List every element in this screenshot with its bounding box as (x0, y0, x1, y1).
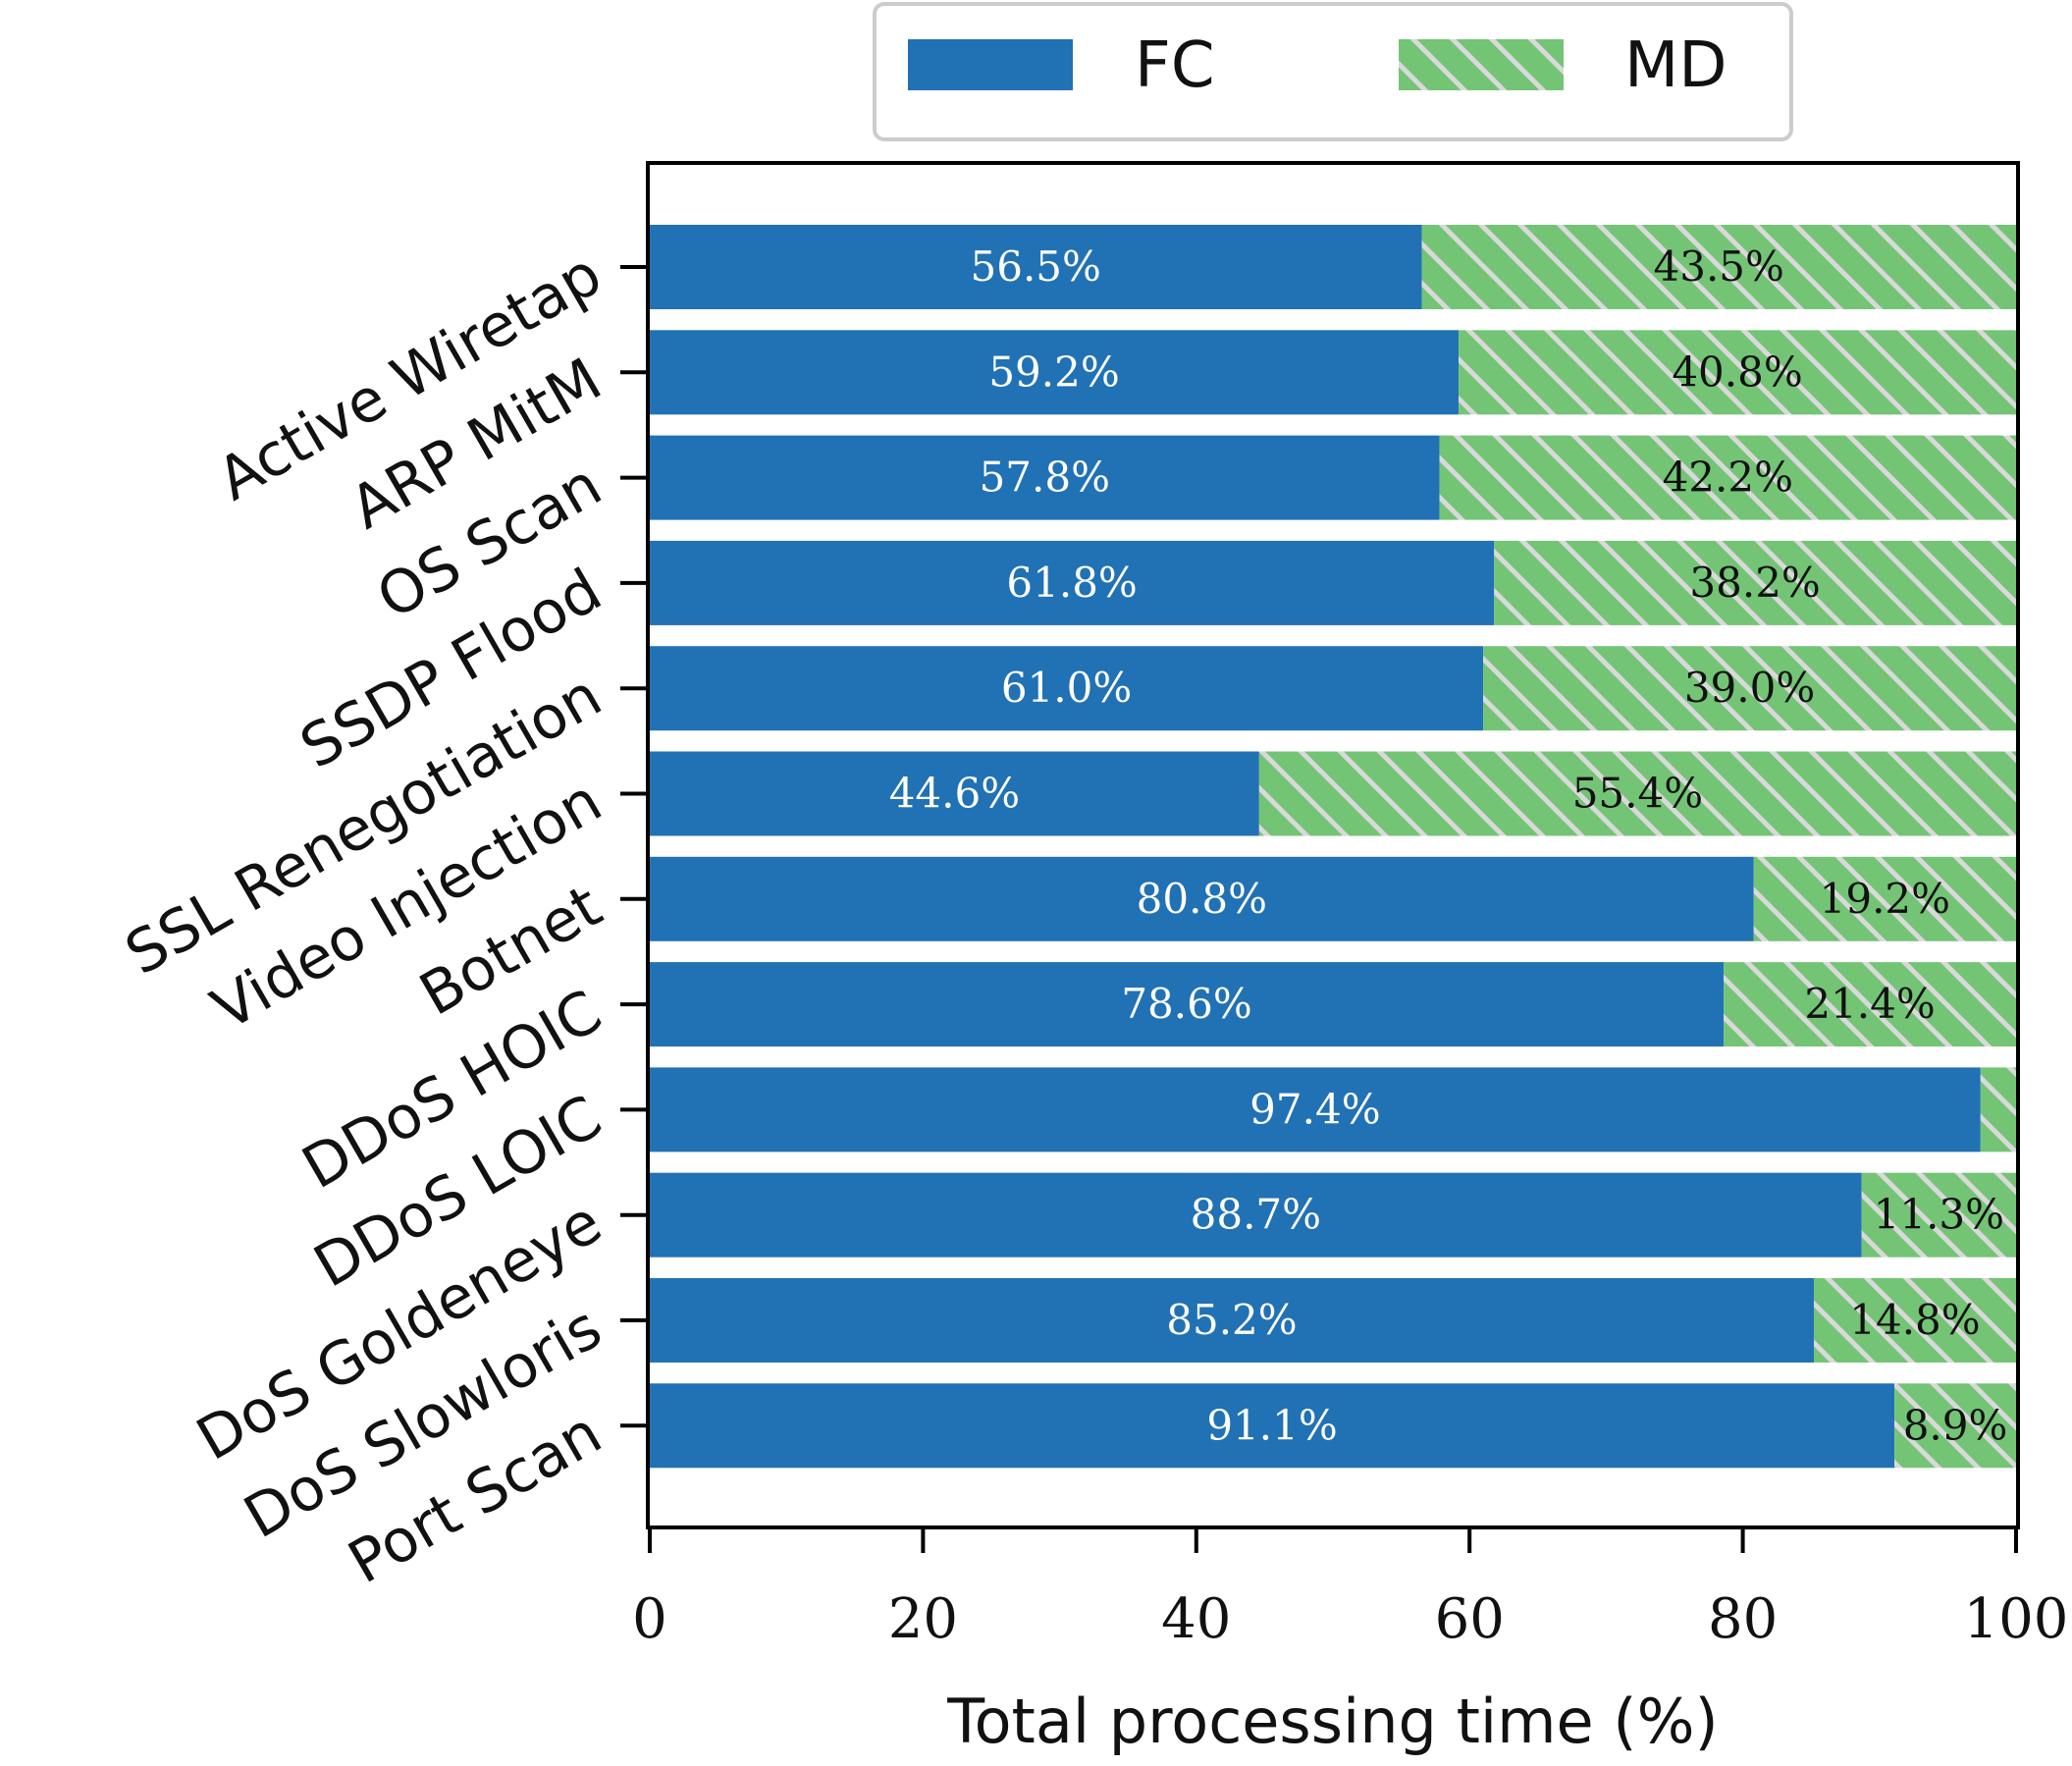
legend: FC MD (873, 2, 1793, 141)
legend-swatch-fc (908, 39, 1073, 90)
data-label-md-7: 21.4% (1804, 980, 1935, 1028)
bar-md-2 (1439, 435, 2016, 520)
data-label-fc-2: 57.8% (980, 454, 1110, 502)
bar-fc-6 (650, 856, 1754, 941)
bar-md-4 (1483, 646, 2016, 731)
bar-md-3 (1494, 540, 2016, 625)
bar-fc-8 (650, 1067, 1981, 1152)
data-label-fc-0: 56.5% (971, 242, 1101, 291)
data-label-fc-3: 61.8% (1006, 559, 1137, 607)
bar-fc-2 (650, 435, 1440, 520)
legend-label-fc: FC (1135, 29, 1215, 102)
x-tick-label-5: 100 (1964, 1587, 2069, 1651)
data-label-fc-1: 59.2% (988, 348, 1119, 396)
data-label-md-10: 14.8% (1849, 1296, 1980, 1344)
bar-md-8 (1980, 1067, 2016, 1152)
bar-md-7 (1724, 962, 2016, 1047)
data-label-md-6: 19.2% (1820, 875, 1950, 923)
data-label-fc-10: 85.2% (1166, 1296, 1297, 1344)
data-label-md-2: 42.2% (1663, 454, 1793, 502)
bar-md-5 (1258, 751, 2016, 836)
legend-box (873, 2, 1793, 141)
bar-labels-layer: 56.5% 43.5% 59.2% 40.8% 57.8% 42.2% 61.8% 38.2%… (889, 242, 2008, 1449)
plot-frame (646, 161, 2020, 1529)
data-label-fc-5: 44.6% (889, 770, 1020, 818)
data-label-md-1: 40.8% (1672, 348, 1802, 396)
data-label-fc-6: 80.8% (1137, 875, 1267, 923)
bars-layer (650, 225, 2016, 1469)
bar-md-1 (1459, 330, 2016, 415)
data-label-fc-8: 97.4% (1249, 1085, 1380, 1133)
data-label-fc-11: 91.1% (1206, 1401, 1337, 1449)
data-label-md-5: 55.4% (1572, 770, 1703, 818)
x-tick-label-4: 80 (1708, 1587, 1778, 1651)
bar-fc-9 (650, 1172, 1862, 1258)
x-tick-label-2: 40 (1161, 1587, 1231, 1651)
bar-fc-7 (650, 962, 1725, 1047)
x-tick-label-1: 20 (888, 1587, 958, 1651)
data-label-md-0: 43.5% (1654, 242, 1784, 291)
bar-fc-5 (650, 751, 1259, 836)
data-label-fc-7: 78.6% (1121, 980, 1251, 1028)
legend-label-md: MD (1624, 29, 1727, 102)
bar-fc-11 (650, 1383, 1895, 1469)
bar-fc-4 (650, 646, 1484, 731)
data-label-md-11: 8.9% (1903, 1401, 2008, 1449)
bar-md-6 (1753, 856, 2016, 941)
bar-md-10 (1813, 1278, 2016, 1363)
data-label-fc-9: 88.7% (1191, 1191, 1321, 1239)
bar-md-9 (1861, 1172, 2016, 1258)
bar-fc-0 (650, 225, 1422, 309)
data-label-md-4: 39.0% (1684, 664, 1815, 712)
data-label-fc-4: 61.0% (1001, 664, 1132, 712)
bar-fc-3 (650, 540, 1495, 625)
bar-md-0 (1421, 225, 2016, 309)
x-tick-label-3: 60 (1435, 1587, 1505, 1651)
bar-md-11 (1894, 1383, 2016, 1469)
legend-swatch-md (1399, 39, 1564, 90)
bar-fc-10 (650, 1278, 1814, 1363)
data-label-md-9: 11.3% (1874, 1191, 2004, 1239)
data-label-md-3: 38.2% (1689, 559, 1820, 607)
x-tick-label-0: 0 (632, 1587, 667, 1651)
x-axis-title: Total processing time (%) (946, 1686, 1718, 1757)
bar-fc-1 (650, 330, 1460, 415)
